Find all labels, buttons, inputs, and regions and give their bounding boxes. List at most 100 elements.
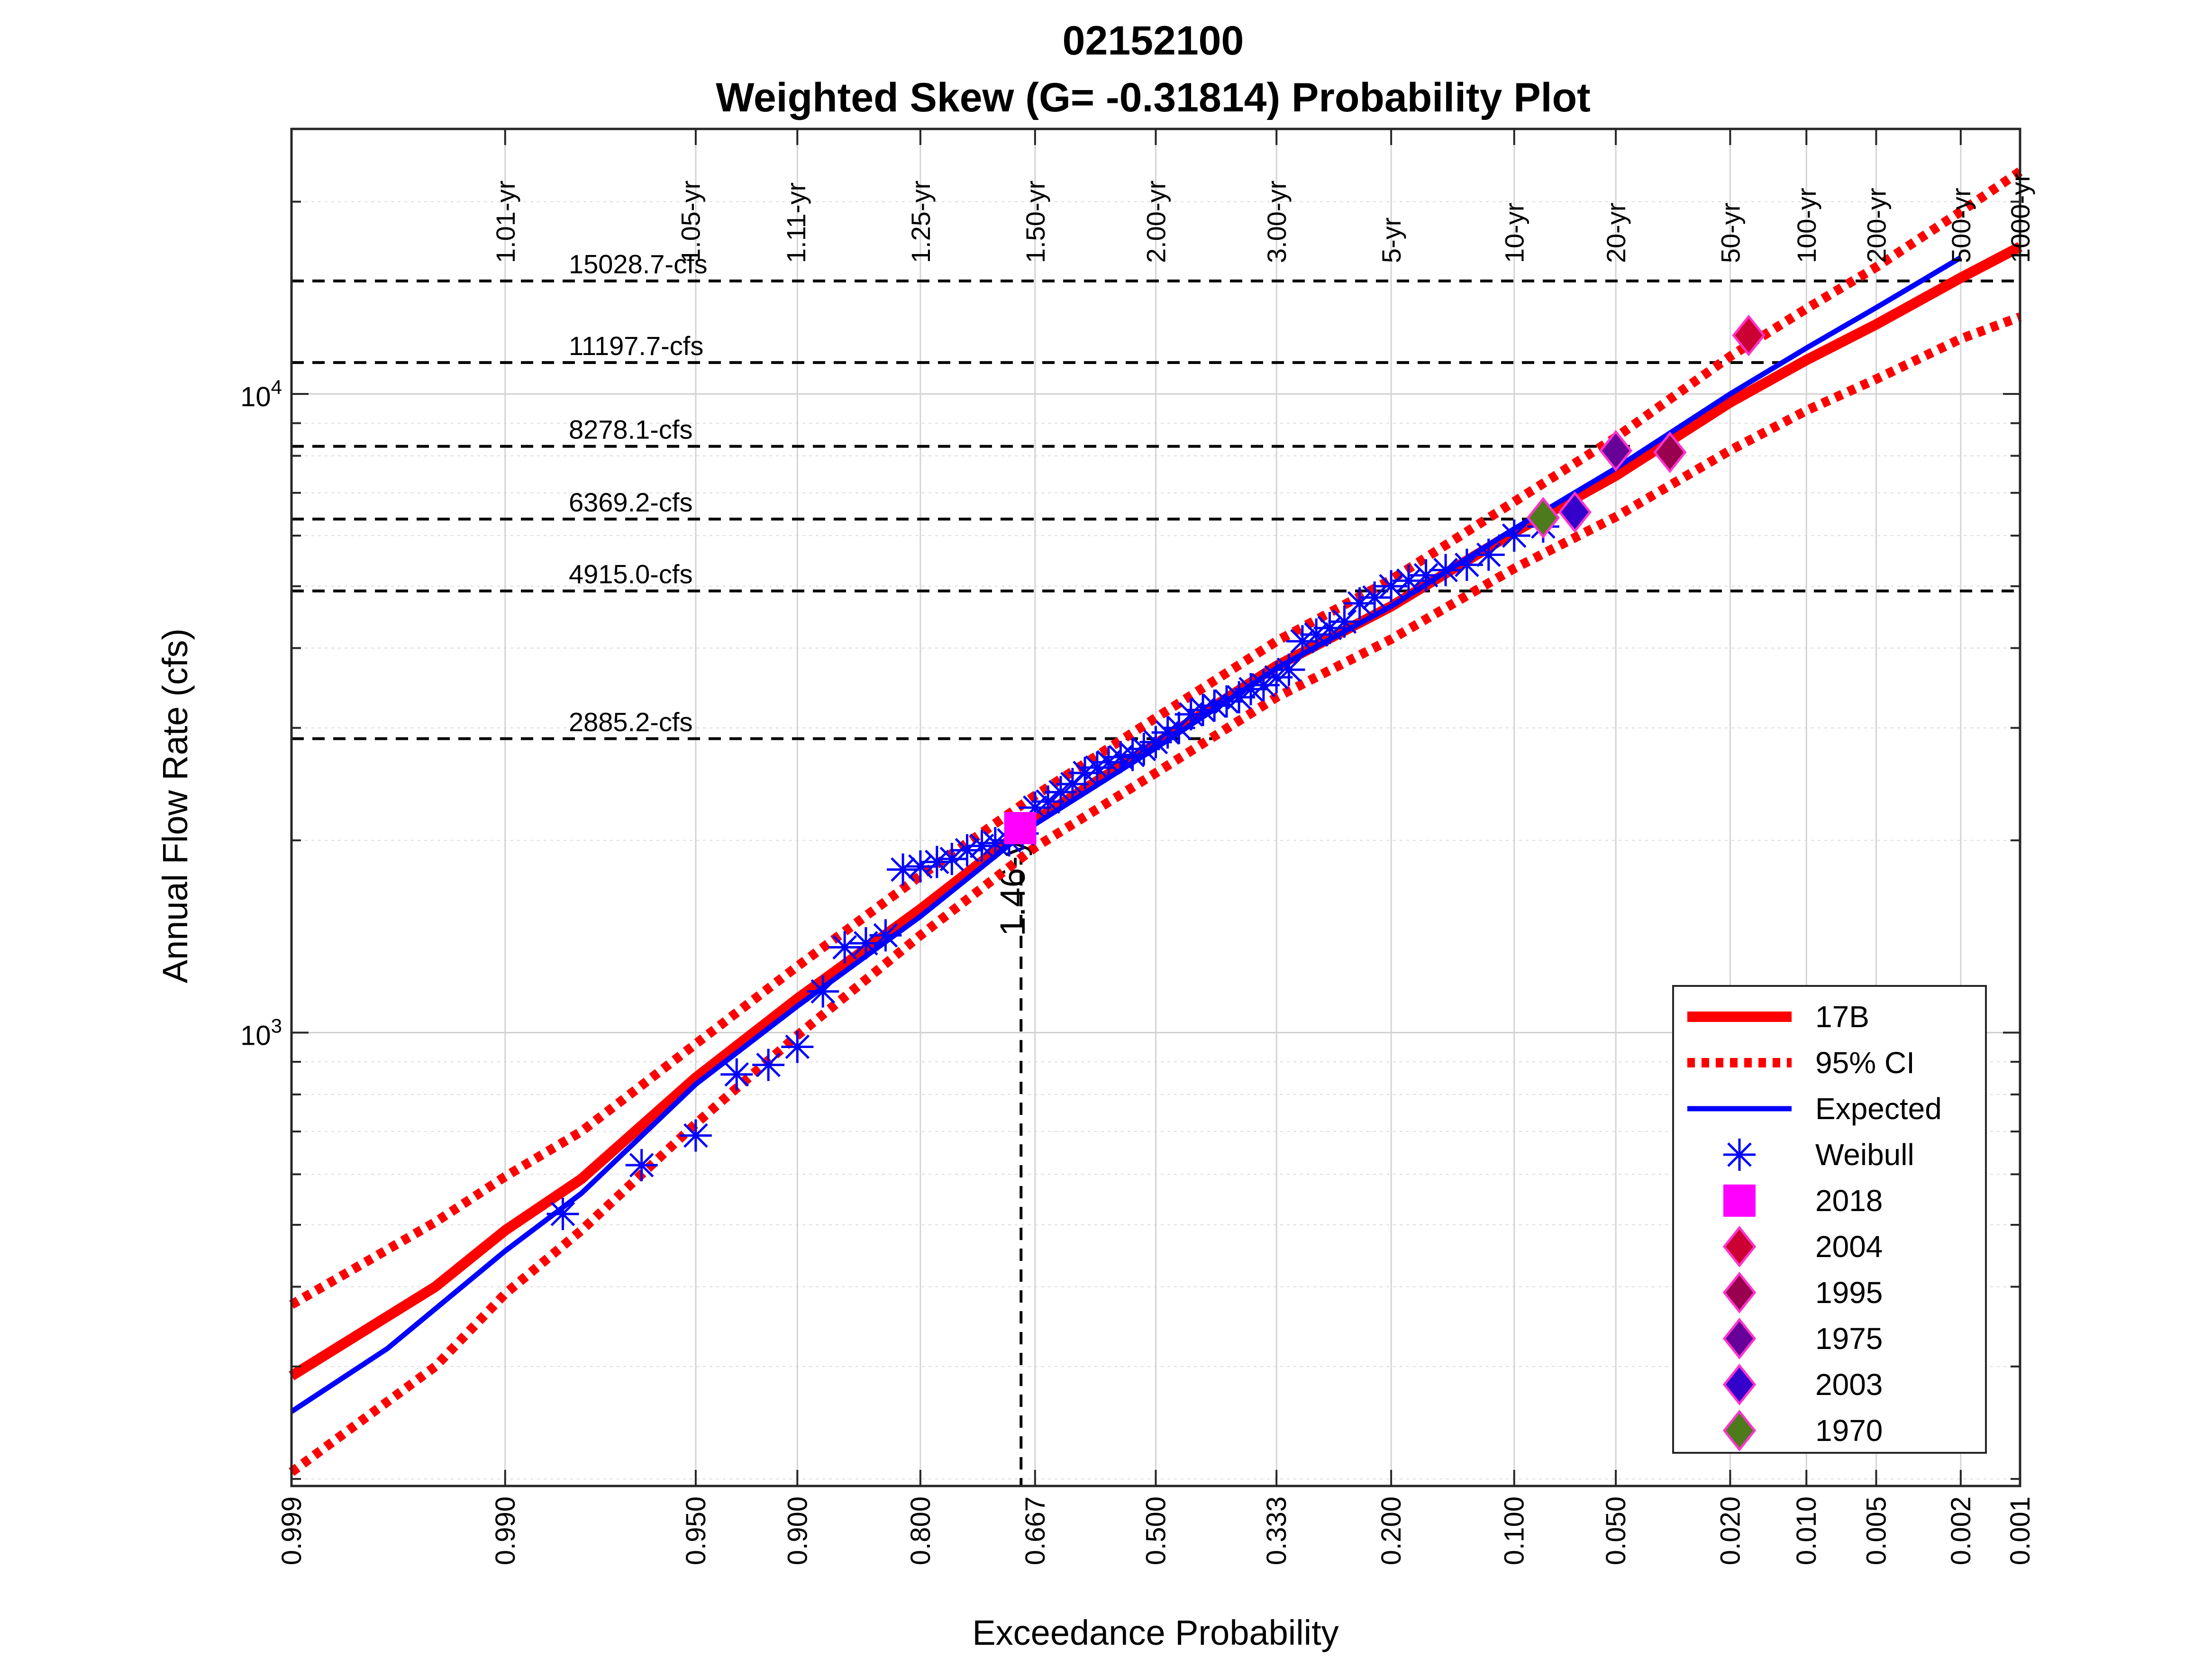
return-period-label: 200-yr — [1861, 188, 1891, 263]
weibull-point — [1358, 581, 1391, 614]
weibull-star-stroke — [724, 1062, 749, 1087]
weibull-star-stroke — [1347, 591, 1372, 616]
weibull-point — [1300, 618, 1333, 651]
weibull-point — [1328, 605, 1361, 638]
legend-swatch-1975 — [1722, 1317, 1757, 1360]
return-period-label: 1.11-yr — [781, 182, 811, 263]
weibull-star-stroke — [1317, 616, 1342, 640]
flow-reference-label: 15028.7-cfs — [569, 249, 708, 279]
x-tick-label: 0.333 — [1261, 1496, 1292, 1565]
return-period-label: 1.01-yr — [491, 181, 520, 263]
weibull-point — [828, 931, 861, 964]
weibull-star-stroke — [1036, 789, 1060, 814]
legend-swatch-2004 — [1722, 1225, 1757, 1268]
weibull-star-stroke — [683, 1123, 708, 1148]
legend-label: 2003 — [1815, 1367, 1883, 1402]
weibull-star-stroke — [1413, 563, 1438, 588]
weibull-star-stroke — [1073, 760, 1097, 785]
weibull-point — [807, 975, 839, 1008]
highlight-2004 — [1732, 314, 1766, 356]
return-period-label: 5-yr — [1376, 218, 1406, 263]
flow-reference-label: 6369.2-cfs — [569, 487, 693, 517]
x-tick-label: 0.800 — [905, 1496, 936, 1565]
weibull-point — [781, 1030, 814, 1063]
axis-ticks: 0.999 0.990 0.950 0.900 0.800 0.667 0.500 0.333… — [240, 129, 2036, 1565]
y-tick-exponent: 3 — [271, 1014, 282, 1037]
weibull-star-stroke — [832, 935, 857, 960]
legend: 17B 95% CI Expected Weibull 2018 2004 1995 1975… — [1672, 985, 1987, 1454]
highlight-2018 — [1004, 812, 1037, 845]
legend-swatch-1970 — [1722, 1409, 1757, 1452]
return-period-label: 10-yr — [1500, 202, 1529, 263]
weibull-point — [1286, 625, 1319, 657]
highlight-2003 — [1558, 491, 1592, 533]
weibull-star-stroke — [785, 1034, 810, 1059]
weibull-star-stroke — [955, 838, 980, 863]
legend-label: 1970 — [1815, 1413, 1883, 1448]
weibull-point — [720, 1058, 753, 1091]
x-tick-label: 0.950 — [681, 1496, 711, 1565]
weibull-star-stroke — [891, 857, 915, 882]
weibull-point — [625, 1149, 658, 1182]
legend-label: 1975 — [1815, 1322, 1883, 1356]
legend-swatch-1995 — [1722, 1271, 1757, 1314]
weibull-star-stroke — [1143, 729, 1168, 755]
x-tick-label: 0.100 — [1499, 1496, 1530, 1565]
legend-swatch-2018 — [1723, 1185, 1756, 1217]
weibull-point — [1429, 554, 1462, 586]
weibull-point — [1198, 689, 1231, 722]
legend-label: 1995 — [1815, 1276, 1883, 1310]
weibull-point — [1235, 673, 1267, 705]
weibull-star-stroke — [810, 979, 836, 1004]
x-tick-label: 0.990 — [490, 1496, 521, 1565]
weibull-point — [1472, 538, 1505, 571]
return-period-label: 1.05-yr — [675, 181, 705, 263]
x-tick-label: 0.001 — [2005, 1496, 2036, 1565]
highlight-1995 — [1653, 431, 1687, 474]
x-tick-label: 0.999 — [276, 1496, 307, 1565]
return-period-label: 3.00-yr — [1262, 181, 1292, 263]
flow-reference-label: 4915.0-cfs — [569, 559, 693, 589]
weibull-point — [869, 919, 902, 952]
weibull-point — [1273, 653, 1305, 686]
weibull-star-stroke — [1120, 743, 1145, 767]
weibull-point — [1069, 757, 1101, 789]
highlight-1970 — [1526, 497, 1560, 539]
flow-reference-label: 2885.2-cfs — [569, 707, 693, 737]
y-tick-label: 104 — [240, 376, 282, 412]
legend-swatch-2003 — [1722, 1363, 1757, 1406]
weibull-star-stroke — [1379, 574, 1403, 599]
weibull-star-stroke — [629, 1153, 654, 1177]
weibull-star-stroke — [1476, 542, 1501, 567]
weibull-point — [1032, 785, 1065, 818]
x-tick-label: 0.050 — [1601, 1496, 1631, 1565]
x-tick-label: 0.002 — [1946, 1496, 1976, 1565]
weibull-point — [951, 834, 983, 866]
weibull-point — [1410, 559, 1442, 592]
x-tick-label: 0.020 — [1715, 1496, 1746, 1565]
weibull-star-stroke — [756, 1052, 781, 1077]
return-period-label: 2.00-yr — [1141, 181, 1171, 263]
return-period-label: 100-yr — [1792, 188, 1821, 263]
weibull-star-stroke — [1332, 609, 1357, 634]
weibull-point — [887, 853, 919, 886]
weibull-star-stroke — [1362, 585, 1387, 610]
return-period-label: 20-yr — [1601, 202, 1631, 263]
legend-label: 95% CI — [1815, 1046, 1915, 1080]
return-period-label: 500-yr — [1946, 188, 1976, 263]
y-tick-base: 10 — [240, 382, 271, 412]
weibull-star-stroke — [908, 854, 933, 879]
legend-label: 2004 — [1815, 1230, 1883, 1264]
highlight-1975 — [1599, 429, 1633, 472]
weibull-star-stroke — [1455, 552, 1479, 577]
return-period-label: 1.50-yr — [1020, 181, 1050, 263]
flow-reference-label: 8278.1-cfs — [569, 415, 693, 445]
flow-reference-label: 11197.7-cfs — [569, 331, 703, 361]
weibull-star-stroke — [1502, 523, 1527, 548]
x-tick-label: 0.667 — [1020, 1496, 1051, 1565]
x-tick-label: 0.005 — [1861, 1496, 1892, 1565]
weibull-point — [1210, 685, 1243, 718]
weibull-point — [546, 1198, 579, 1231]
x-tick-label: 0.010 — [1791, 1496, 1822, 1565]
